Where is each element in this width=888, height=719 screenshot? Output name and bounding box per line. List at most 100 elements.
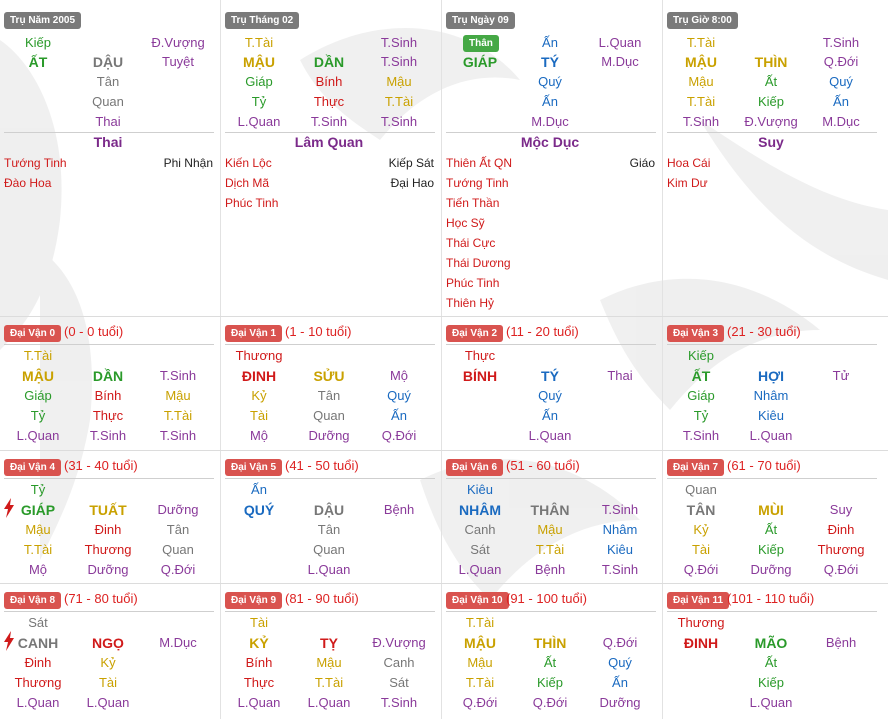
dai-van-hidden-item: Giáp	[687, 388, 715, 403]
dai-van-age-range: (91 - 100 tuổi)	[506, 591, 587, 606]
dai-van-separator	[667, 344, 877, 345]
dai-van-hidden-item: Quan	[313, 542, 345, 557]
dai-van-top-god: T.Tài	[23, 348, 53, 363]
dai-van-hidden-item: L.Quan	[749, 695, 793, 710]
dai-van-hidden-item: Quan	[162, 542, 194, 557]
dai-van-hidden-item: Q.Đới	[683, 562, 719, 577]
dai-van-hidden-item: Q.Đới	[532, 695, 568, 710]
dai-van-top-god: Kiếp	[687, 348, 715, 363]
hidden-stem-item: Kiếp	[757, 94, 785, 109]
dai-van-hidden-item: Bệnh	[534, 562, 566, 577]
dai-van-hidden-item: T.Sinh	[682, 428, 720, 443]
dai-van-top-god: Quan	[685, 482, 717, 497]
hidden-stem-item: T.Tài	[384, 94, 414, 109]
pillar-title-badge: Trụ Tháng 02	[225, 12, 300, 29]
dai-van-separator	[4, 611, 214, 612]
dai-van-separator	[446, 478, 656, 479]
dai-van-cell-6: Đại Vận 6 (51 - 60 tuổi) Kiêu NHÂM THÂN T.Sin…	[442, 451, 663, 584]
dai-van-hidden-item: Tài	[98, 675, 118, 690]
hidden-stem-item: Thai	[95, 114, 121, 129]
dai-van-branch: HỢI	[758, 368, 784, 384]
pillar-top-right-state: T.Sinh	[822, 35, 860, 50]
dai-van-hidden-item: Tân	[317, 522, 341, 537]
lightning-bolt-icon	[4, 631, 14, 651]
dai-van-top-god: Tỷ	[30, 482, 46, 497]
hidden-stem-item: Ất	[764, 74, 778, 89]
dai-van-top-god: Kiêu	[466, 482, 494, 497]
pillar-separator	[667, 132, 877, 133]
dai-van-cell-4: Đại Vận 4 (31 - 40 tuổi) Tỷ GIÁP TUẤT Dưỡng Mậ…	[0, 451, 221, 584]
dai-van-hidden-item: Tân	[317, 388, 341, 403]
dai-van-stage: Bệnh	[383, 502, 415, 517]
hidden-stem-item: Tỷ	[251, 94, 267, 109]
dai-van-cell-11: Đại Vận 11 (101 - 110 tuổi) Thương ĐINH MÃO B…	[663, 584, 884, 717]
dai-van-hidden-item: Nhâm	[753, 388, 789, 403]
star-left-item: Tiến Thần	[446, 196, 500, 210]
dai-van-hidden-item: T.Tài	[23, 542, 53, 557]
heavenly-stem: GIÁP	[462, 54, 498, 70]
row-divider	[0, 450, 888, 451]
dai-van-age-range: (51 - 60 tuổi)	[506, 458, 580, 473]
dai-van-hidden-item: Tài	[249, 408, 269, 423]
dai-van-stage: Dưỡng	[157, 502, 199, 517]
dai-van-hidden-item: Dưỡng	[599, 695, 641, 710]
dai-van-separator	[667, 478, 877, 479]
dai-van-stage: Suy	[829, 502, 853, 517]
heavenly-stem: MẬU	[243, 54, 275, 70]
star-left-item: Kim Dư	[667, 176, 708, 190]
dai-van-stem: MẬU	[464, 635, 496, 651]
dai-van-hidden-item: T.Sinh	[380, 695, 418, 710]
dai-van-separator	[4, 344, 214, 345]
dai-van-stem: MẬU	[22, 368, 54, 384]
dai-van-badge: Đại Vận 6	[446, 459, 504, 476]
star-left-item: Tướng Tinh	[446, 176, 509, 190]
dai-van-branch: NGỌ	[92, 635, 124, 651]
hidden-stem-item: Tân	[96, 74, 120, 89]
dai-van-stage: Thai	[607, 368, 633, 383]
dai-van-branch: DẬU	[313, 502, 345, 518]
dai-van-age-range: (101 - 110 tuổi)	[727, 591, 815, 606]
dai-van-age-range: (1 - 10 tuổi)	[285, 324, 352, 339]
dai-van-badge: Đại Vận 2	[446, 325, 504, 342]
dai-van-hidden-item: Mộ	[249, 428, 269, 443]
dai-van-branch: MÃO	[754, 635, 788, 651]
star-left-item: Thái Cực	[446, 236, 496, 250]
dai-van-hidden-item: Mậu	[25, 522, 51, 537]
hidden-stem-item: Thực	[313, 94, 345, 109]
dai-van-hidden-item: Thực	[92, 408, 124, 423]
dai-van-hidden-item: Ất	[764, 522, 778, 537]
dai-van-branch: THÂN	[530, 502, 570, 518]
star-left-item: Thái Dương	[446, 256, 511, 270]
dai-van-age-range: (31 - 40 tuổi)	[64, 458, 138, 473]
pillar-top-right-state: Đ.Vượng	[151, 35, 205, 50]
dai-van-stem: KỶ	[249, 635, 269, 651]
dai-van-branch: DẦN	[92, 368, 124, 384]
dai-van-badge: Đại Vận 3	[667, 325, 725, 342]
dai-van-hidden-item: L.Quan	[237, 695, 281, 710]
dai-van-age-range: (21 - 30 tuổi)	[727, 324, 801, 339]
dai-van-branch: TÝ	[541, 368, 559, 384]
dai-van-hidden-item: Canh	[464, 522, 496, 537]
pillar-cell-1: Trụ Tháng 02 T.Tài T.Sinh MẬU DẦN T.Sinh Giáp B…	[221, 0, 442, 316]
dai-van-separator	[4, 478, 214, 479]
dai-van-age-range: (41 - 50 tuổi)	[285, 458, 359, 473]
dai-van-badge: Đại Vận 9	[225, 592, 283, 609]
row-divider	[0, 583, 888, 584]
dai-van-hidden-item: Dưỡng	[750, 562, 792, 577]
hidden-stem-item: T.Sinh	[310, 114, 348, 129]
dai-van-stem: TÂN	[686, 502, 716, 518]
dai-van-hidden-item: Bính	[94, 388, 122, 403]
star-left-item: Hoa Cái	[667, 156, 711, 170]
dai-van-stage: T.Sinh	[159, 368, 197, 383]
dai-van-stage: Q.Đới	[602, 635, 638, 650]
pillar-separator	[225, 132, 435, 133]
life-stage-label: Thai	[93, 134, 123, 150]
dai-van-branch: TUẤT	[89, 502, 127, 518]
dai-van-badge: Đại Vận 10	[446, 592, 509, 609]
dai-van-hidden-item: Mậu	[165, 388, 191, 403]
hidden-stem-item: T.Sinh	[682, 114, 720, 129]
dai-van-hidden-item: T.Sinh	[601, 562, 639, 577]
dai-van-cell-3: Đại Vận 3 (21 - 30 tuổi) Kiếp ẤT HỢI Tử Giáp Nh…	[663, 317, 884, 450]
hidden-stem-item: Ấn	[542, 94, 558, 109]
